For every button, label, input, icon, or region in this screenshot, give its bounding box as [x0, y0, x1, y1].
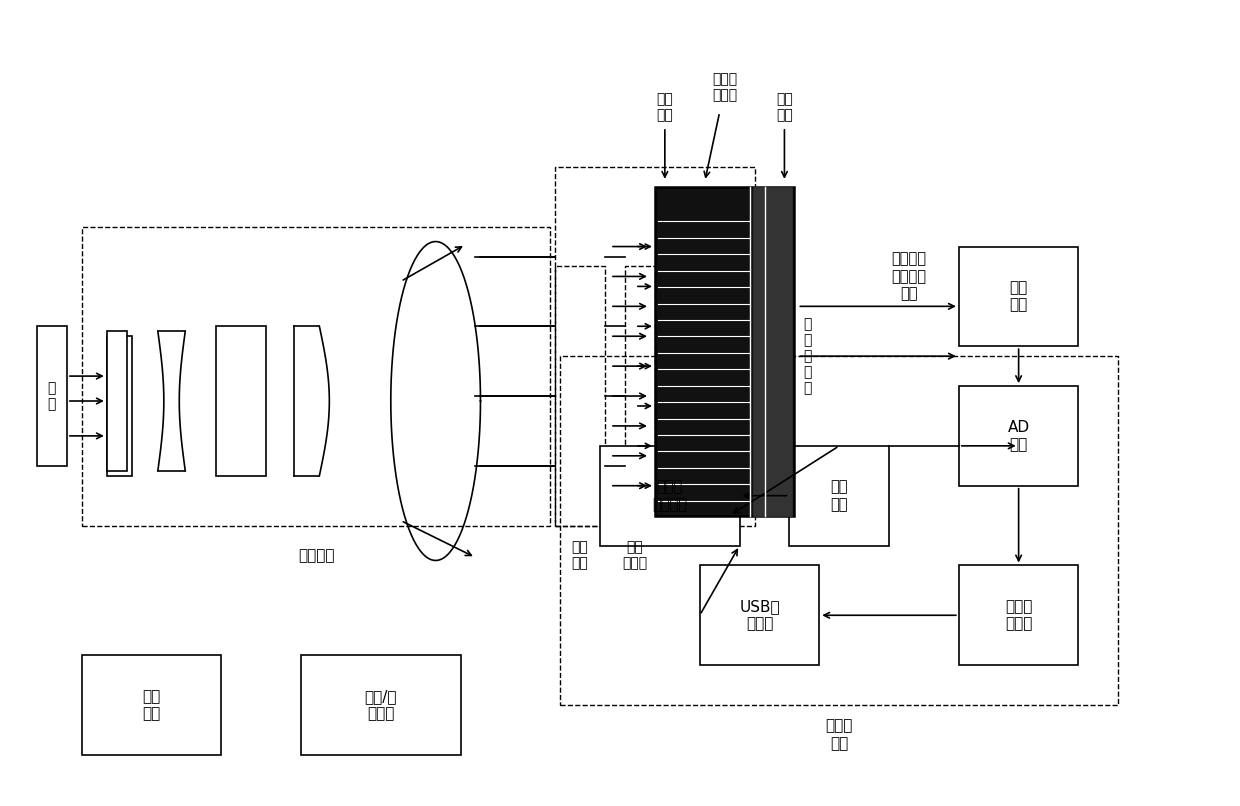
FancyBboxPatch shape [217, 326, 267, 476]
FancyBboxPatch shape [82, 655, 222, 754]
FancyBboxPatch shape [959, 386, 1079, 486]
FancyBboxPatch shape [655, 187, 795, 516]
FancyBboxPatch shape [959, 247, 1079, 347]
Text: 电子学
系统: 电子学 系统 [826, 719, 853, 751]
FancyBboxPatch shape [301, 655, 460, 754]
Text: 信号
调理: 信号 调理 [1009, 280, 1028, 313]
FancyBboxPatch shape [753, 187, 792, 516]
Text: 乒乓缓
存阵列: 乒乓缓 存阵列 [1004, 599, 1033, 631]
Text: AD
转换: AD 转换 [1008, 420, 1029, 452]
Text: 光谱分光
与探测器
模块: 光谱分光 与探测器 模块 [892, 251, 926, 301]
FancyBboxPatch shape [600, 446, 739, 546]
Text: 光学
树脂: 光学 树脂 [776, 92, 792, 123]
Text: 时序
控制: 时序 控制 [831, 480, 848, 512]
Text: USB接
口模块: USB接 口模块 [739, 599, 780, 631]
Text: 光
源: 光 源 [48, 381, 56, 411]
Text: 光学系统: 光学系统 [298, 548, 335, 563]
Text: 探测器
驱动电路: 探测器 驱动电路 [652, 480, 687, 512]
Text: 渐变
滤光片: 渐变 滤光片 [622, 540, 647, 571]
FancyBboxPatch shape [107, 331, 126, 471]
Text: 光学
树脂: 光学 树脂 [656, 92, 673, 123]
FancyBboxPatch shape [37, 326, 67, 466]
Text: 样品
组件: 样品 组件 [572, 540, 589, 571]
Text: 光纤光
学波导: 光纤光 学波导 [712, 72, 738, 102]
FancyBboxPatch shape [790, 446, 889, 546]
Text: 电源
接口: 电源 接口 [143, 689, 161, 721]
FancyBboxPatch shape [107, 336, 131, 476]
FancyBboxPatch shape [959, 566, 1079, 665]
Text: 时序/逻
辑控制: 时序/逻 辑控制 [365, 689, 397, 721]
Text: 探
测
器
阵
列: 探 测 器 阵 列 [804, 317, 811, 396]
FancyBboxPatch shape [699, 566, 820, 665]
